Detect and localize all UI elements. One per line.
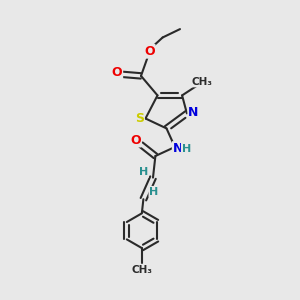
Text: CH₃: CH₃ (131, 265, 152, 275)
Text: O: O (130, 134, 141, 147)
Text: O: O (112, 66, 122, 80)
Text: N: N (173, 142, 183, 155)
Text: S: S (135, 112, 144, 125)
Text: H: H (149, 187, 158, 197)
Text: O: O (144, 45, 155, 58)
Text: N: N (188, 106, 199, 119)
Text: H: H (139, 167, 148, 177)
Text: CH₃: CH₃ (192, 76, 213, 87)
Text: H: H (182, 143, 191, 154)
